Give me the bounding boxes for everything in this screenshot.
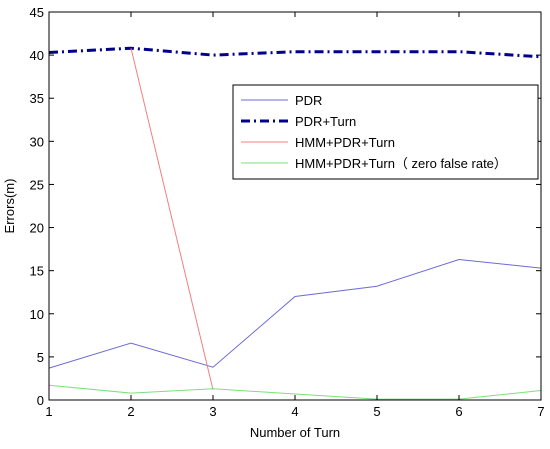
x-tick-label: 7 (537, 404, 544, 419)
x-tick-label: 5 (373, 404, 380, 419)
legend-label-4: HMM+PDR+Turn（ zero false rate） (295, 156, 507, 171)
y-tick-label: 30 (30, 134, 44, 149)
y-tick-label: 5 (37, 350, 44, 365)
y-tick-label: 20 (30, 221, 44, 236)
legend: PDR PDR+Turn HMM+PDR+Turn HMM+PDR+Turn（ zer… (232, 84, 539, 180)
y-tick-label: 45 (30, 5, 44, 20)
y-tick-label: 15 (30, 264, 44, 279)
y-tick-label: 35 (30, 91, 44, 106)
x-tick-label: 6 (455, 404, 462, 419)
y-tick-label: 0 (37, 393, 44, 408)
y-tick-label: 10 (30, 307, 44, 322)
x-tick-label: 2 (127, 404, 134, 419)
legend-label-2: PDR+Turn (295, 114, 356, 129)
series-line-2 (48, 46, 542, 59)
plot-frame (48, 11, 542, 401)
y-tick-label: 40 (30, 48, 44, 63)
series-line-1 (48, 258, 542, 369)
x-axis-label: Number of Turn (250, 425, 340, 440)
legend-label-1: PDR (295, 93, 322, 108)
x-tick-label: 4 (291, 404, 298, 419)
x-tick-label: 3 (209, 404, 216, 419)
series-line-3 (130, 48, 214, 390)
y-tick-label: 25 (30, 177, 44, 192)
x-tick-label: 1 (45, 404, 52, 419)
legend-label-3: HMM+PDR+Turn (295, 135, 395, 150)
y-axis-label: Errors(m) (2, 179, 17, 234)
